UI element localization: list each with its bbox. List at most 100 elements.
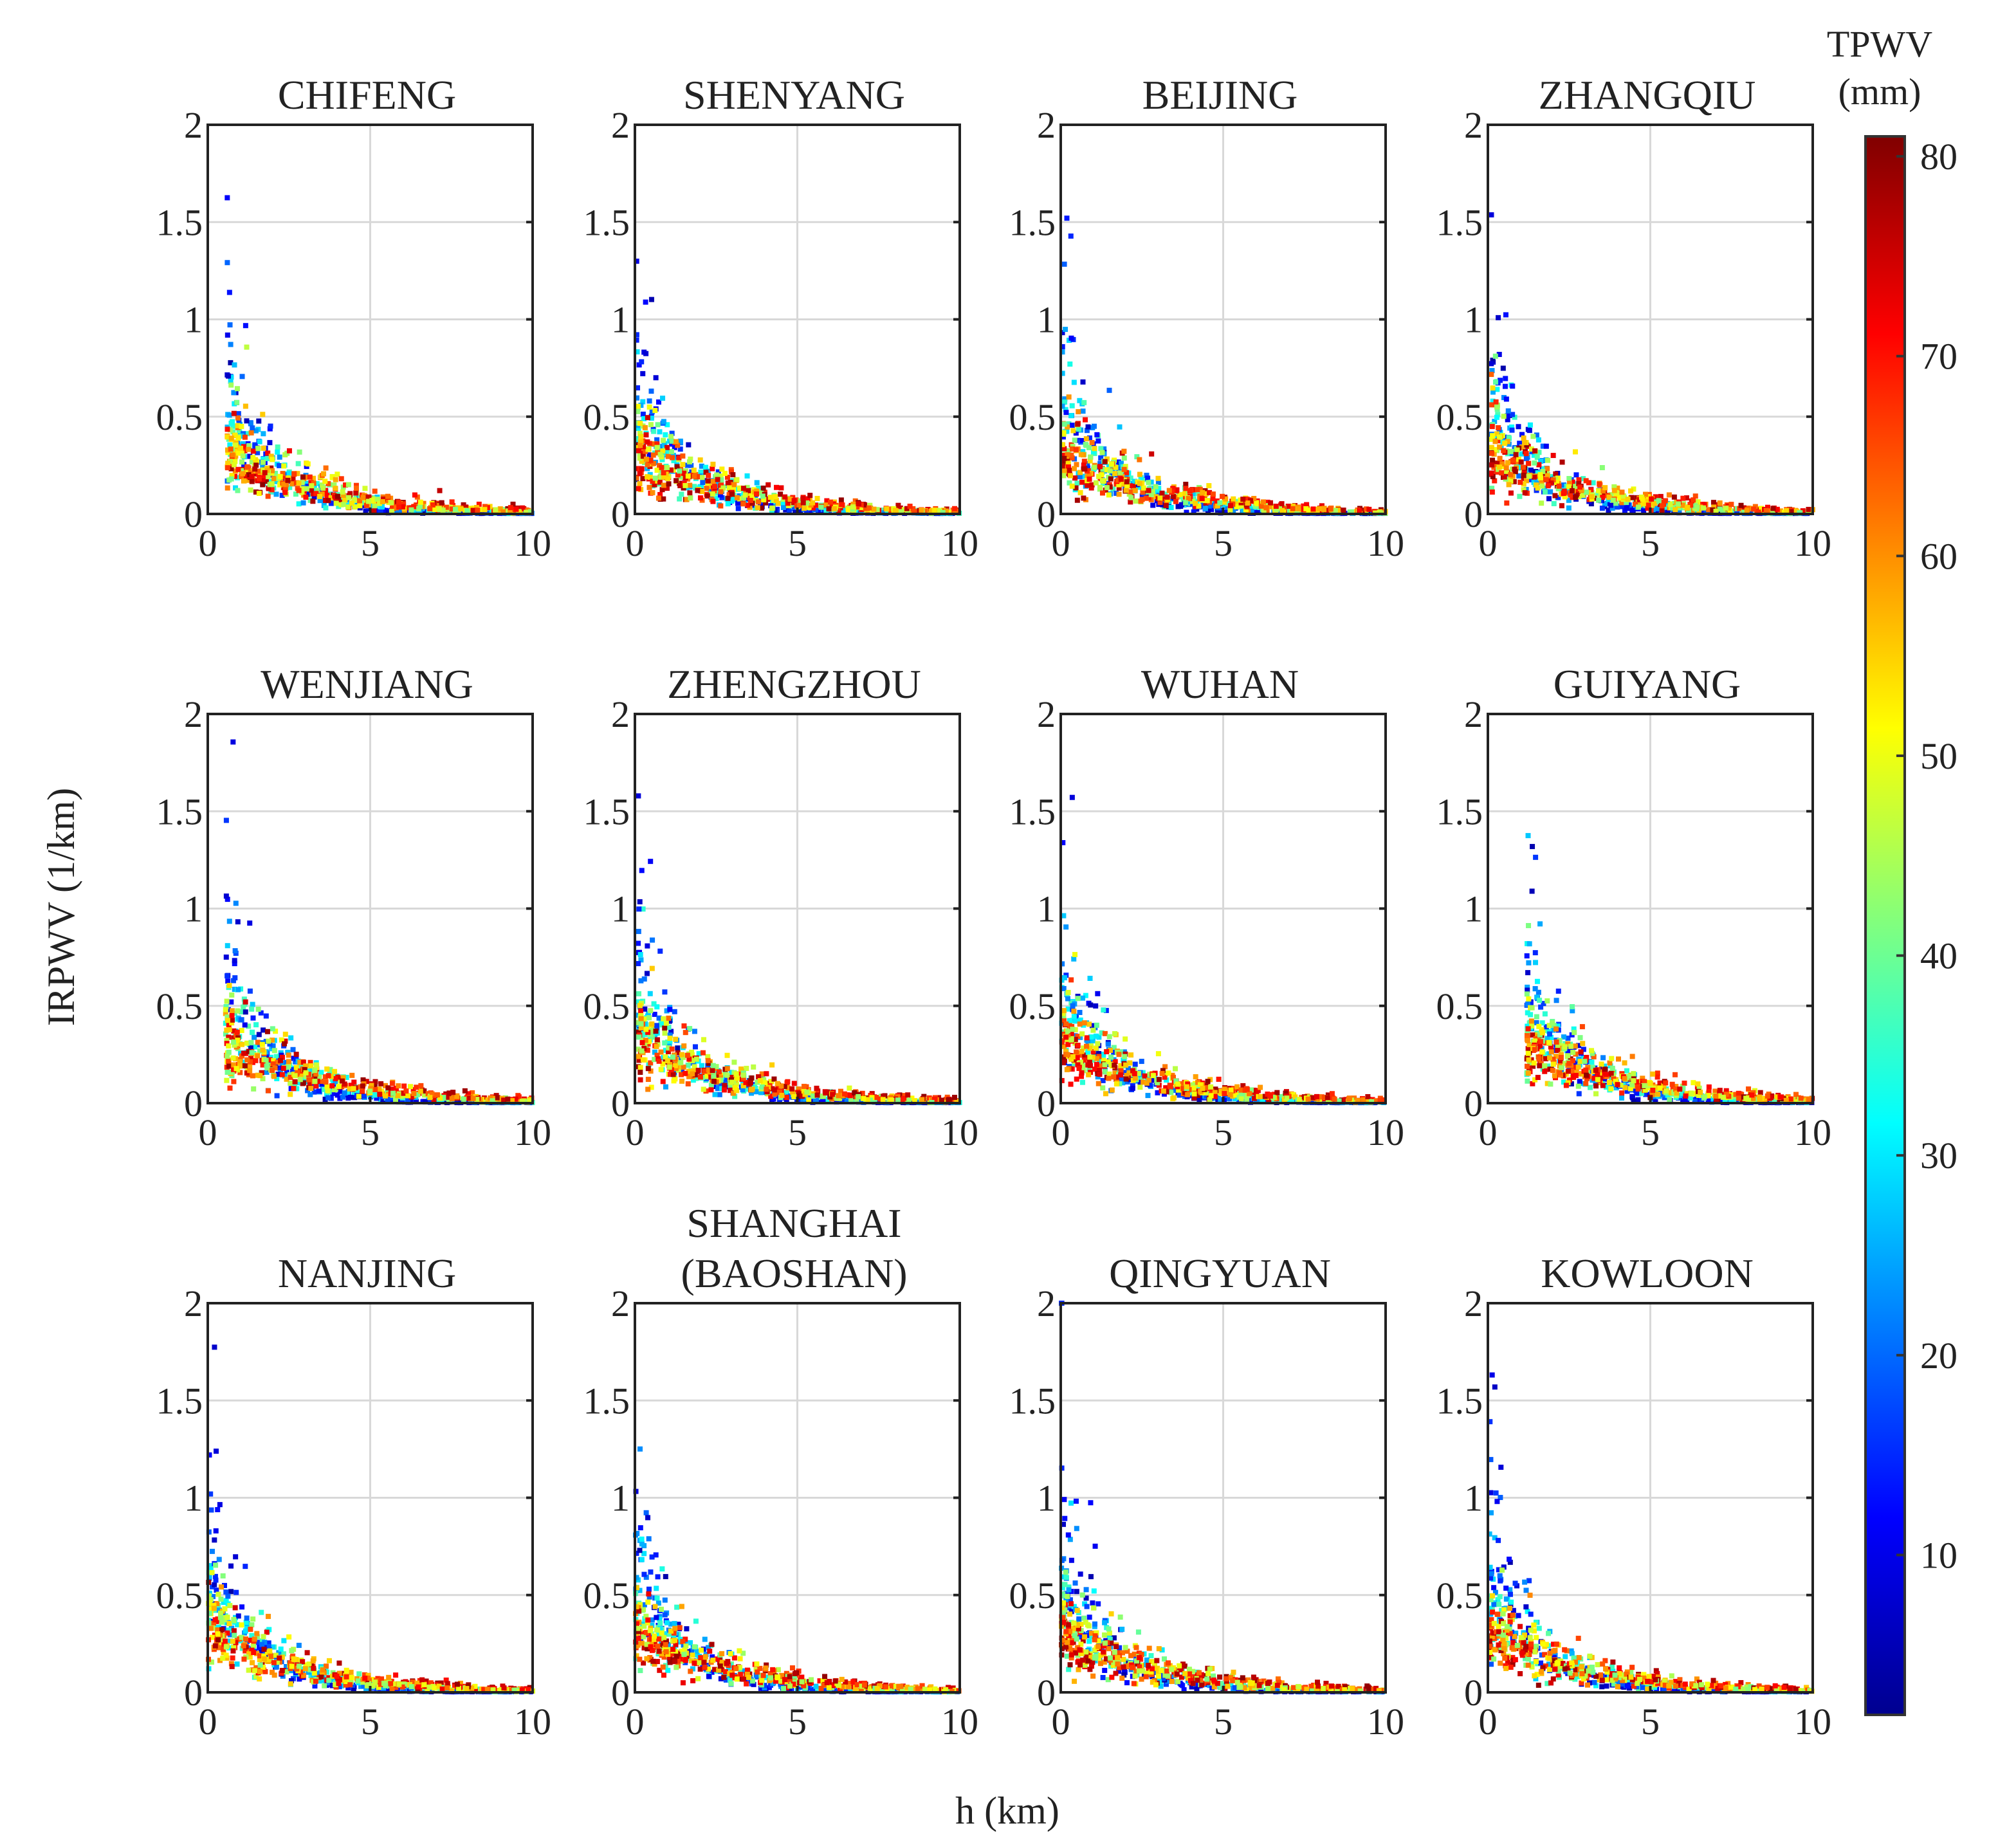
data-point [232, 362, 237, 368]
data-point [282, 1041, 288, 1047]
data-point [871, 506, 877, 512]
data-point [726, 492, 732, 498]
data-point [427, 1095, 433, 1101]
data-point [1531, 452, 1537, 458]
data-point [1104, 467, 1110, 473]
data-point [677, 483, 683, 489]
data-point [919, 507, 924, 513]
data-point [703, 470, 709, 475]
data-point [1070, 428, 1076, 434]
data-point [1492, 353, 1498, 359]
data-point [1350, 509, 1356, 515]
data-point [715, 477, 720, 482]
data-point [661, 1016, 666, 1021]
data-point [1543, 443, 1549, 449]
data-point [1643, 491, 1649, 497]
data-point [1544, 473, 1550, 479]
data-point [1074, 480, 1080, 486]
data-point [705, 1057, 711, 1063]
data-point [1209, 507, 1214, 513]
data-point [231, 462, 237, 468]
data-point [351, 1086, 356, 1092]
data-point [664, 464, 670, 470]
data-point [328, 1095, 334, 1101]
data-point [836, 1093, 841, 1099]
data-point [1071, 956, 1077, 962]
data-point [1186, 499, 1192, 505]
data-point [277, 473, 283, 479]
data-point [260, 1047, 266, 1053]
data-point [679, 491, 684, 497]
data-point [706, 473, 711, 479]
data-point [691, 467, 697, 473]
data-point [866, 505, 872, 511]
data-point [500, 509, 506, 515]
data-point [898, 509, 904, 515]
data-point [329, 475, 335, 480]
data-point [1629, 508, 1635, 513]
data-point [668, 448, 674, 454]
data-point [313, 1083, 319, 1089]
data-point [1149, 451, 1155, 457]
data-point [293, 1052, 299, 1057]
data-point [1490, 357, 1496, 363]
data-point [1602, 501, 1608, 507]
data-point [796, 502, 802, 508]
data-point [310, 491, 316, 497]
data-point [382, 1093, 388, 1099]
data-point [260, 456, 266, 462]
data-point [337, 1095, 343, 1101]
data-point [315, 488, 320, 493]
data-point [306, 1072, 312, 1077]
data-point [265, 450, 271, 456]
data-point [943, 508, 949, 514]
data-point [1083, 436, 1089, 442]
data-point [1489, 462, 1495, 468]
data-point [1080, 995, 1086, 1001]
data-point [667, 1036, 673, 1041]
data-point [260, 467, 266, 473]
data-point [701, 1037, 707, 1043]
data-point [253, 462, 259, 468]
data-point [722, 470, 728, 476]
data-point [729, 491, 735, 497]
data-point [1517, 441, 1523, 446]
data-point [1113, 464, 1119, 470]
data-point [677, 496, 683, 502]
data-point [414, 1084, 419, 1090]
data-point [1159, 490, 1165, 496]
data-point [268, 423, 273, 429]
data-point [1116, 491, 1122, 497]
data-point [1555, 486, 1561, 491]
data-point [1086, 444, 1092, 450]
data-point [1220, 493, 1225, 499]
data-point [234, 399, 240, 405]
data-point [1124, 470, 1130, 475]
data-point [812, 502, 818, 508]
data-point [430, 502, 435, 508]
data-point [446, 1094, 452, 1100]
data-point [1635, 504, 1641, 510]
data-point [1060, 434, 1066, 440]
data-point [1168, 504, 1174, 510]
data-point [251, 1086, 257, 1092]
data-point [280, 471, 286, 477]
data-point [1680, 495, 1686, 501]
data-point [952, 506, 958, 511]
data-point [1137, 457, 1142, 462]
data-point [227, 442, 233, 448]
data-point [683, 475, 688, 480]
data-point [1497, 444, 1503, 450]
data-point [931, 508, 937, 513]
data-point [274, 1075, 280, 1081]
data-point [263, 479, 269, 484]
data-point [658, 1066, 664, 1072]
data-point [227, 1085, 233, 1091]
data-point [1660, 499, 1665, 505]
data-point [232, 975, 238, 981]
data-point [279, 1072, 285, 1077]
data-point [232, 987, 237, 993]
data-point [321, 471, 327, 477]
data-point [1544, 457, 1550, 463]
data-point [228, 342, 234, 347]
